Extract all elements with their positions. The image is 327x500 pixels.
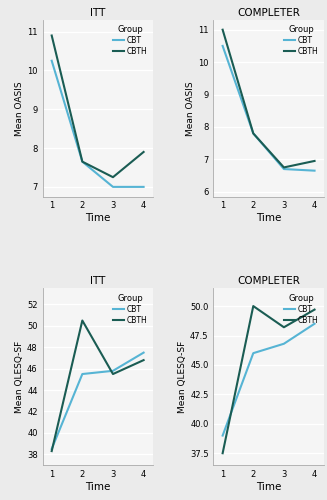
Legend: CBT, CBTH: CBT, CBTH	[282, 24, 320, 58]
Title: COMPLETER: COMPLETER	[237, 8, 300, 18]
Legend: CBT, CBTH: CBT, CBTH	[282, 292, 320, 326]
Title: COMPLETER: COMPLETER	[237, 276, 300, 286]
X-axis label: Time: Time	[85, 482, 110, 492]
Legend: CBT, CBTH: CBT, CBTH	[112, 292, 149, 326]
Y-axis label: Mean OASIS: Mean OASIS	[186, 81, 195, 136]
Y-axis label: Mean QLESQ-SF: Mean QLESQ-SF	[15, 340, 24, 413]
X-axis label: Time: Time	[85, 213, 110, 223]
Legend: CBT, CBTH: CBT, CBTH	[112, 24, 149, 58]
Y-axis label: Mean OASIS: Mean OASIS	[15, 81, 25, 136]
X-axis label: Time: Time	[256, 482, 281, 492]
Title: ITT: ITT	[90, 276, 105, 286]
Y-axis label: Mean QLESQ-SF: Mean QLESQ-SF	[178, 340, 187, 413]
Title: ITT: ITT	[90, 8, 105, 18]
X-axis label: Time: Time	[256, 213, 281, 223]
